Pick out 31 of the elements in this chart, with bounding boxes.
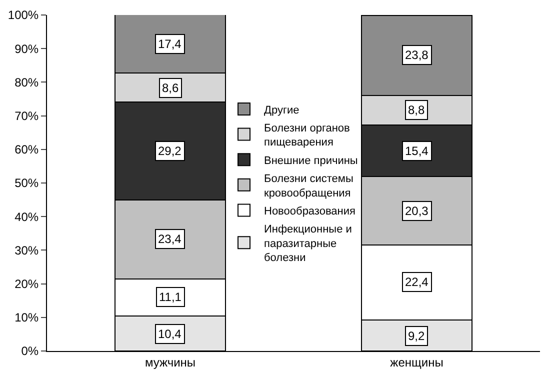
y-tick-label: 90% (14, 42, 39, 56)
legend-label: Другие (264, 104, 300, 116)
y-tick-label: 60% (14, 142, 39, 157)
data-label: 23,4 (158, 232, 182, 246)
data-label: 8,6 (162, 81, 180, 95)
y-tick-label: 80% (14, 75, 39, 90)
legend-label: Внешние причины (264, 154, 358, 167)
data-label: 20,3 (405, 204, 429, 218)
data-label: 8,8 (408, 103, 426, 117)
data-label: 11,1 (159, 290, 182, 304)
y-tick-label: 40% (14, 210, 39, 224)
legend-label: Новообразования (264, 205, 356, 218)
legend-label: Болезни системы кровообращения (264, 173, 354, 200)
data-label: 29,2 (158, 144, 182, 158)
data-label: 10,4 (158, 327, 182, 341)
y-tick-label: 20% (14, 277, 39, 291)
y-tick-label: 70% (14, 109, 39, 123)
y-tick-label: 100% (8, 8, 39, 22)
y-tick-label: 50% (14, 176, 39, 190)
x-tick-label: женщины (390, 355, 444, 370)
legend-label: Болезни органов пищеварения (264, 122, 350, 149)
data-label: 23,8 (405, 48, 429, 62)
data-label: 9,2 (408, 329, 426, 343)
legend-label: Инфекционные и паразитарные болезни (264, 224, 352, 264)
y-tick-label: 0% (21, 344, 39, 358)
x-tick-label: мужчины (144, 355, 196, 370)
data-label: 17,4 (158, 37, 182, 51)
y-tick-label: 30% (14, 243, 39, 258)
data-label: 15,4 (405, 144, 429, 158)
y-tick-label: 10% (14, 310, 39, 325)
data-label: 22,4 (405, 275, 429, 289)
